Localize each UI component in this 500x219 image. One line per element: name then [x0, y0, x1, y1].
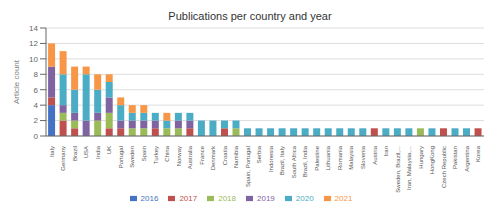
- html-text:2016: 2016: [140, 194, 159, 203]
- svg-text:Germany: Germany: [60, 146, 66, 171]
- svg-text:Sweden: Sweden: [129, 146, 135, 168]
- svg-text:Romania: Romania: [337, 145, 343, 170]
- svg-text:Lithuania: Lithuania: [325, 145, 331, 170]
- svg-text:8: 8: [34, 70, 39, 79]
- html-text:2017: 2017: [179, 194, 198, 203]
- svg-text:Iran, Malaysia,...: Iran, Malaysia,...: [406, 146, 412, 190]
- svg-text:China: China: [164, 145, 170, 161]
- svg-text:Australia: Australia: [187, 145, 193, 169]
- svg-text:10: 10: [29, 55, 38, 64]
- svg-text:4: 4: [34, 101, 39, 110]
- html-text:Publications per country and y: Publications per country and year: [168, 10, 332, 22]
- svg-text:Slovenia: Slovenia: [360, 145, 366, 169]
- svg-text:Brazil: Brazil: [72, 146, 78, 161]
- html-text:2019: 2019: [257, 194, 275, 203]
- svg-text:Argentina: Argentina: [464, 145, 470, 171]
- svg-text:Brazil, Italy: Brazil, Italy: [279, 146, 285, 175]
- svg-text:Norway: Norway: [176, 146, 182, 166]
- svg-text:Article count: Article count: [12, 59, 21, 104]
- svg-text:Turkey: Turkey: [153, 146, 159, 164]
- svg-text:South Africa: South Africa: [291, 145, 297, 178]
- svg-text:HongKong: HongKong: [429, 146, 435, 174]
- svg-text:Indonesia: Indonesia: [268, 145, 274, 172]
- svg-text:Hungary: Hungary: [418, 146, 424, 169]
- svg-text:6: 6: [34, 86, 39, 95]
- svg-text:Portugal: Portugal: [118, 146, 124, 168]
- svg-text:2: 2: [34, 116, 39, 125]
- svg-text:Malaysia: Malaysia: [348, 145, 354, 169]
- svg-text:0: 0: [34, 132, 39, 141]
- svg-text:USA: USA: [83, 146, 89, 158]
- svg-text:Spain, Portugal: Spain, Portugal: [245, 146, 251, 187]
- html-text:2018: 2018: [218, 194, 236, 203]
- html-text:2021: 2021: [334, 194, 353, 203]
- svg-text:Sweden, Brazil,...: Sweden, Brazil,...: [395, 146, 401, 193]
- svg-text:France: France: [199, 145, 205, 164]
- svg-text:Czech Republic: Czech Republic: [441, 146, 447, 188]
- html-text:2020: 2020: [295, 194, 314, 203]
- svg-text:14: 14: [29, 24, 38, 33]
- svg-text:Namibia: Namibia: [233, 145, 239, 168]
- svg-text:Palestine: Palestine: [314, 145, 320, 170]
- svg-text:Brazil, India: Brazil, India: [302, 145, 308, 177]
- svg-text:Denmark: Denmark: [210, 145, 216, 170]
- svg-text:Pakistan: Pakistan: [452, 146, 458, 169]
- svg-text:12: 12: [29, 39, 38, 48]
- svg-text:Serbia: Serbia: [256, 145, 262, 163]
- svg-text:Korea: Korea: [475, 145, 481, 162]
- svg-text:Spain: Spain: [141, 146, 147, 161]
- svg-text:UK: UK: [106, 146, 112, 154]
- svg-text:Croatia: Croatia: [222, 145, 228, 165]
- svg-text:India: India: [95, 145, 101, 159]
- svg-text:Iran: Iran: [383, 146, 389, 156]
- svg-text:Austria: Austria: [372, 145, 378, 164]
- svg-text:Italy: Italy: [49, 146, 55, 157]
